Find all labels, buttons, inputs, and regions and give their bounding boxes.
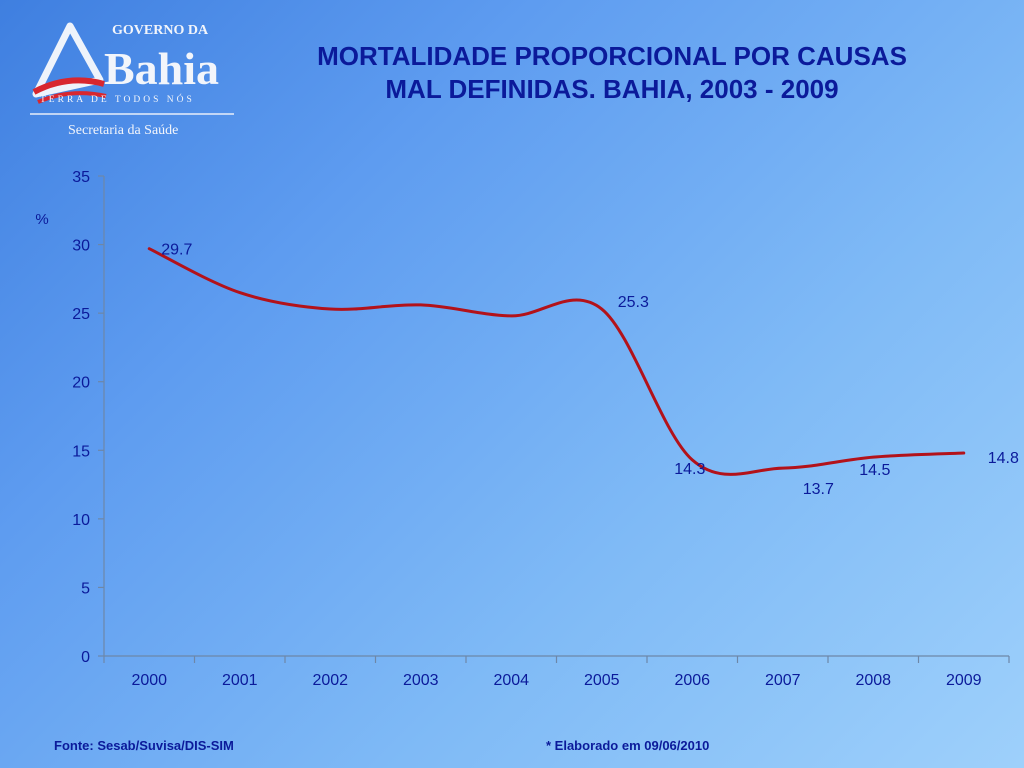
series-line bbox=[147, 247, 966, 476]
governo-bahia-logo: GOVERNO DA Bahia TERRA DE TODOS NÓS Secr… bbox=[28, 14, 243, 144]
y-tick-label: 25 bbox=[72, 306, 90, 323]
y-axis-label: % bbox=[35, 211, 48, 228]
logo-top-text: GOVERNO DA bbox=[112, 23, 209, 38]
chart-axes: 0 5 10 15 20 25 30 35% 2000 2001 2002 2003 2004 2005 2… bbox=[35, 169, 1010, 689]
data-label: 14.3 bbox=[674, 461, 705, 478]
logo-wave-icon bbox=[32, 77, 105, 95]
data-label: 29.7 bbox=[161, 242, 192, 259]
x-tick-label: 2005 bbox=[584, 672, 620, 689]
chart-title: MORTALIDADE PROPORCIONAL POR CAUSAS MAL … bbox=[262, 40, 962, 106]
x-tick-label: 2009 bbox=[946, 672, 982, 689]
y-tick-label: 30 bbox=[72, 238, 90, 255]
data-label: 14.5 bbox=[859, 462, 890, 479]
y-tick-label: 0 bbox=[81, 649, 90, 666]
chart-marks bbox=[147, 247, 966, 476]
x-tick-label: 2003 bbox=[403, 672, 439, 689]
x-tick-label: 2006 bbox=[674, 672, 710, 689]
x-tick-label: 2008 bbox=[855, 672, 891, 689]
y-tick-label: 20 bbox=[72, 375, 90, 392]
data-label: 14.8 bbox=[988, 450, 1019, 467]
logo-name: Bahia bbox=[104, 43, 219, 94]
logo-wave2-icon bbox=[37, 91, 107, 104]
logo-department: Secretaria da Saúde bbox=[68, 123, 178, 138]
y-tick-label: 10 bbox=[72, 512, 90, 529]
logo-triangle-icon bbox=[32, 22, 104, 98]
y-tick-label: 15 bbox=[72, 443, 90, 460]
elaboration-note: * Elaborado em 09/06/2010 bbox=[546, 738, 710, 753]
x-tick-label: 2004 bbox=[493, 672, 529, 689]
x-tick-label: 2001 bbox=[222, 672, 258, 689]
chart-title-line1: MORTALIDADE PROPORCIONAL POR CAUSAS bbox=[317, 41, 907, 71]
chart-data-labels: 29.7 25.3 14.3 13.7 14.5 14.8 bbox=[161, 242, 1019, 498]
y-tick-label: 35 bbox=[72, 169, 90, 186]
logo-tagline: TERRA DE TODOS NÓS bbox=[40, 93, 195, 105]
logo-graphic: GOVERNO DA Bahia TERRA DE TODOS NÓS Secr… bbox=[30, 22, 234, 138]
x-tick-label: 2007 bbox=[765, 672, 801, 689]
data-label: 25.3 bbox=[618, 294, 649, 311]
source-note: Fonte: Sesab/Suvisa/DIS-SIM bbox=[54, 738, 234, 753]
data-label: 13.7 bbox=[803, 481, 834, 498]
x-tick-label: 2000 bbox=[131, 672, 167, 689]
chart-title-line2: MAL DEFINIDAS. BAHIA, 2003 - 2009 bbox=[385, 74, 839, 104]
y-tick-label: 5 bbox=[81, 580, 90, 597]
x-tick-label: 2002 bbox=[312, 672, 348, 689]
